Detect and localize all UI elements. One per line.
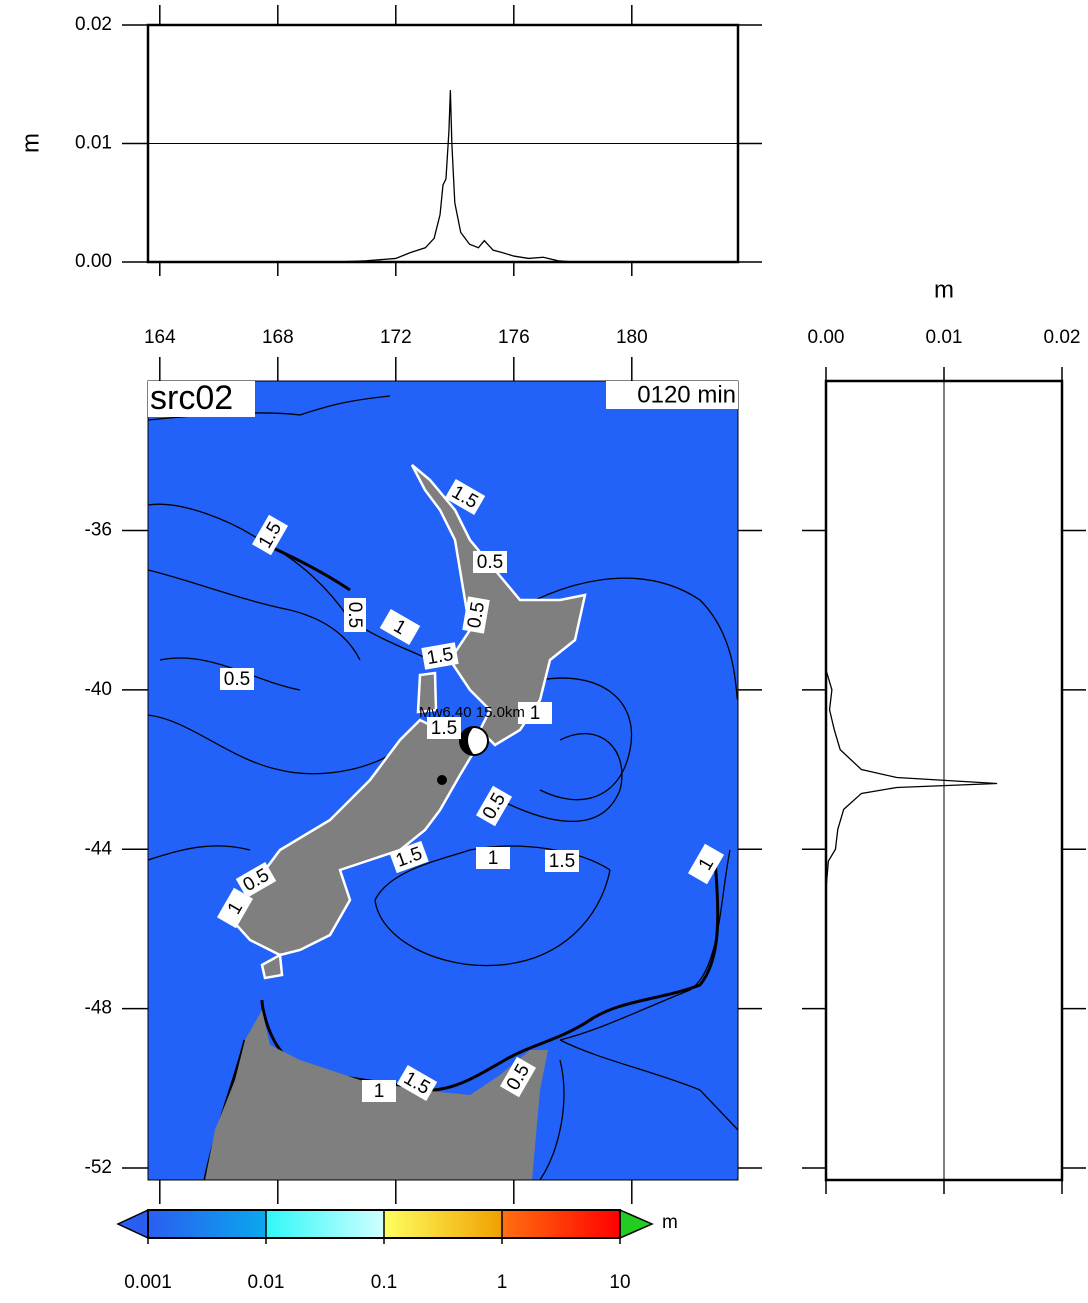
contour-label-text: 1.5 [425, 644, 455, 669]
y-tick-label: -48 [85, 998, 112, 1019]
colorbar-tick-label: 0.1 [371, 1272, 397, 1293]
title-box [148, 381, 255, 417]
contour-label-text: 0.5 [344, 602, 365, 628]
contour-label-text: 1 [530, 703, 541, 724]
contour-label-text: 1 [374, 1081, 385, 1102]
label-box [687, 843, 725, 885]
contour-label: 1 [216, 887, 254, 929]
contour-label: 1.5 [421, 642, 459, 670]
contour-label: 0.5 [344, 598, 366, 632]
y-tick-label: -52 [85, 1157, 112, 1178]
color-segment [384, 1210, 502, 1238]
contour-label-text: 1 [488, 848, 499, 869]
contour-label: 1 [379, 608, 421, 646]
label-box [389, 840, 429, 874]
contour-label: 1.5 [545, 850, 579, 872]
contour-label: 0.5 [462, 596, 490, 634]
y-tick-label: -44 [85, 838, 113, 859]
y-tick-label: -40 [85, 679, 112, 700]
label-box [444, 478, 486, 516]
x-tick-label: 164 [144, 327, 176, 348]
label-box [379, 608, 421, 646]
contour-label: 1 [687, 843, 725, 885]
colorbar-frame [147, 1209, 621, 1239]
label-box [344, 598, 366, 632]
contour-label: 0.5 [220, 668, 254, 690]
epicenter [437, 775, 447, 785]
y-axis-label: m [17, 133, 44, 153]
contour-label: 1 [476, 847, 510, 869]
contour-label-text: 0.5 [224, 669, 250, 690]
under-arrow [116, 1208, 149, 1240]
contour-label: 1.5 [427, 717, 461, 739]
x-tick-label: 168 [262, 327, 294, 348]
contour-label-text: 0.5 [477, 552, 503, 573]
x-axis-label: m [934, 276, 954, 303]
label-box [473, 551, 507, 573]
x-tick-label: 0.01 [926, 327, 963, 348]
label-box [216, 887, 254, 929]
x-tick-label: 172 [380, 327, 412, 348]
time-label: 0120 min [637, 381, 736, 408]
contour-label: 0.5 [473, 551, 507, 573]
label-box [475, 785, 513, 827]
label-box [499, 1056, 537, 1098]
label-box [545, 850, 579, 872]
label-box [427, 717, 461, 739]
color-segment [266, 1210, 384, 1238]
label-box [518, 702, 552, 724]
contour-label-text: 0.5 [464, 600, 489, 630]
label-box [462, 596, 490, 634]
contour-label: 1 [518, 702, 552, 724]
time-box [606, 381, 738, 409]
y-tick-label: -36 [85, 519, 112, 540]
profile-line [148, 90, 738, 263]
over-arrow [619, 1208, 654, 1240]
x-tick-label: 176 [498, 327, 530, 348]
label-box [235, 861, 277, 899]
x-tick-label: 180 [616, 327, 648, 348]
color-segment [502, 1210, 620, 1238]
contour-label-text: 1.5 [549, 851, 575, 872]
y-tick-label: 0.00 [75, 251, 112, 272]
event-label: Mw6.40 15.0km [419, 704, 525, 721]
x-tick-label: 0.02 [1044, 327, 1081, 348]
colorbar-tick-label: 0.01 [248, 1272, 285, 1293]
map-title: src02 [150, 379, 233, 417]
colorbar-unit: m [662, 1212, 678, 1233]
colorbar-tick-label: 1 [497, 1272, 508, 1293]
map-frame [147, 380, 739, 1181]
label-box [362, 1080, 396, 1102]
y-tick-label: 0.02 [75, 14, 112, 35]
contour-label-text: 1.5 [431, 718, 457, 739]
beachball [460, 727, 474, 755]
land [260, 671, 438, 980]
map [147, 381, 739, 1181]
label-box [251, 514, 289, 556]
x-tick-label: 0.00 [808, 327, 845, 348]
contour-label: 1 [362, 1080, 396, 1102]
profile-line [825, 381, 998, 1180]
contour [147, 395, 739, 1181]
label-box [220, 668, 254, 690]
colorbar-tick-label: 0.001 [124, 1272, 172, 1293]
colorbar-tick-label: 10 [609, 1272, 630, 1293]
label-box [396, 1064, 438, 1102]
label-box [421, 642, 459, 670]
label-box [476, 847, 510, 869]
color-segment [148, 1210, 266, 1238]
y-tick-label: 0.01 [75, 133, 112, 154]
